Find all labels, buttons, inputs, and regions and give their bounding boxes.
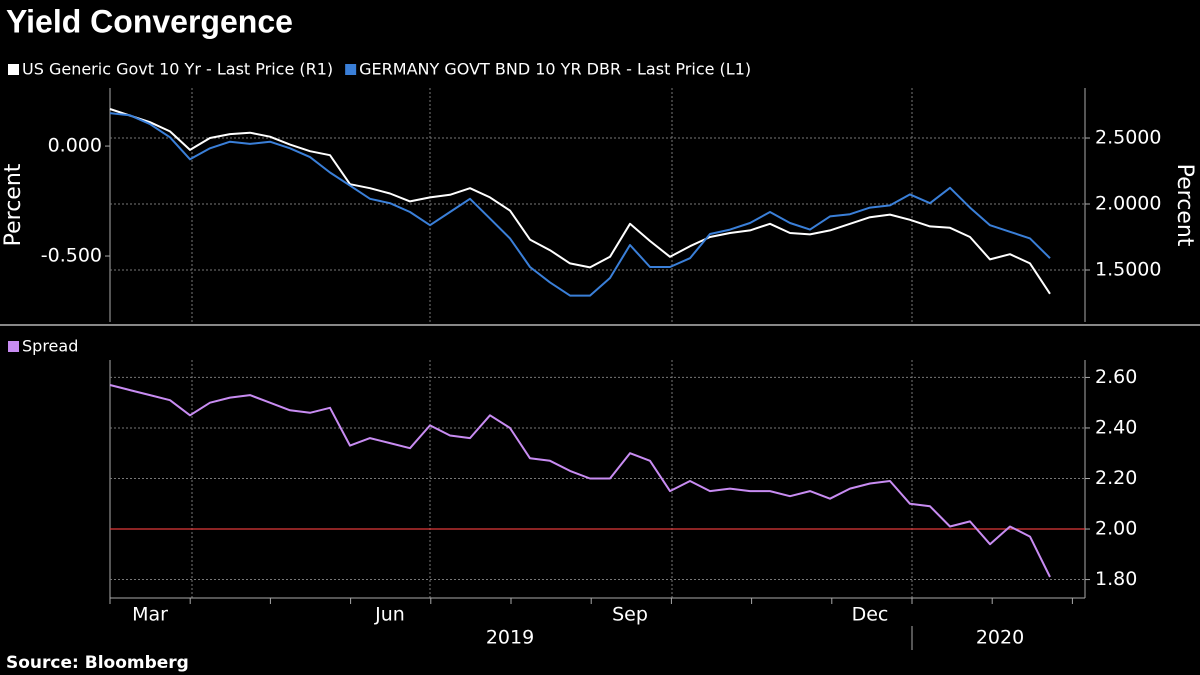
series-line: [109, 112, 1051, 297]
y-tick-label: 2.00: [1095, 518, 1137, 540]
source: Source: Bloomberg: [6, 653, 189, 673]
x-tick-label: Dec: [852, 604, 889, 626]
y-tick-label: 0.000: [48, 135, 102, 157]
y-axis-label: Percent: [1, 163, 26, 246]
y2-axis-label: Percent: [1172, 164, 1197, 247]
y-tick-label: 2.20: [1095, 467, 1137, 489]
y2-tick-label: 2.5000: [1095, 127, 1161, 149]
legend-swatch: [8, 64, 19, 75]
x-tick-label: Sep: [612, 604, 648, 626]
y2-tick-label: 1.5000: [1095, 259, 1161, 281]
y-tick-label: -0.500: [41, 245, 102, 267]
x-year-label: 2019: [486, 627, 534, 649]
y-tick-label: 2.60: [1095, 366, 1137, 388]
legend-label: US Generic Govt 10 Yr - Last Price (R1): [22, 60, 333, 79]
x-tick-label: Jun: [374, 604, 405, 626]
series-line: [109, 384, 1051, 578]
series-line: [109, 108, 1051, 295]
legend-label: GERMANY GOVT BND 10 YR DBR - Last Price …: [359, 60, 751, 79]
legend-swatch: [8, 341, 19, 352]
x-tick-label: Mar: [132, 604, 168, 626]
legend-label: Spread: [22, 337, 78, 356]
y2-tick-label: 2.0000: [1095, 193, 1161, 215]
legend-swatch: [345, 64, 357, 75]
chart-title: Yield Convergence: [6, 3, 293, 39]
x-year-label: 2020: [976, 627, 1024, 649]
y-tick-label: 2.40: [1095, 416, 1137, 438]
y-tick-label: 1.80: [1095, 568, 1137, 590]
